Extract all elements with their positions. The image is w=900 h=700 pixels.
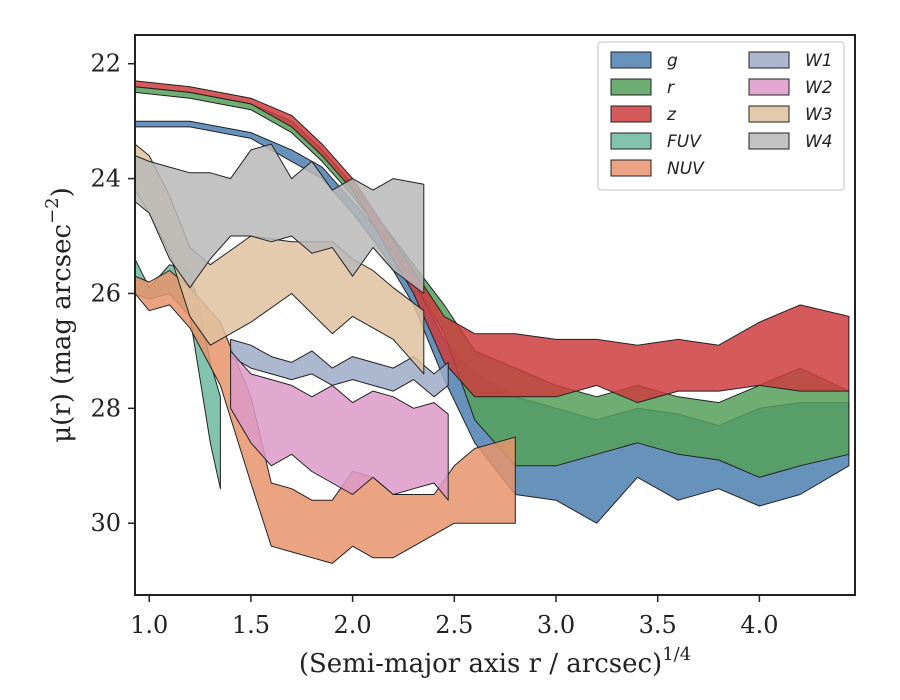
legend: grz FUV NUV W1 W2 W3 W4: [597, 41, 845, 191]
band-W2: [230, 350, 449, 501]
y-axis-title-close: ): [47, 187, 77, 197]
y-tick-label: 22: [90, 50, 121, 78]
legend-swatch-r: [610, 78, 652, 96]
band-W3: [135, 143, 425, 375]
legend-swatch-W1: [748, 51, 790, 69]
y-axis-title-main: μ(r) (mag arcsec: [47, 224, 77, 443]
legend-label-W4: W4: [805, 132, 833, 152]
x-tick-label: 1.0: [130, 611, 168, 639]
legend-label-W2: W2: [805, 78, 833, 98]
legend-swatch-W3: [748, 105, 790, 123]
legend-label-NUV: NUV: [667, 159, 705, 179]
legend-swatch-W4: [748, 132, 790, 150]
legend-label-FUV: FUV: [667, 132, 702, 152]
x-tick-label: 1.5: [232, 611, 270, 639]
x-axis-title-main: (Semi-major axis r / arcsec): [299, 649, 662, 679]
y-tick-label: 28: [90, 394, 121, 422]
x-tick-label: 3.0: [537, 611, 575, 639]
x-axis-title: (Semi-major axis r / arcsec)1/4: [299, 644, 691, 679]
series-bands: [135, 80, 850, 564]
legend-label-g: g: [667, 51, 678, 71]
legend-swatch-W2: [748, 78, 790, 96]
legend-label-r: r: [667, 78, 675, 98]
x-tick-label: 2.0: [334, 611, 372, 639]
legend-swatch-g: [610, 51, 652, 69]
x-axis-title-exponent: 1/4: [662, 644, 691, 665]
x-tick-label: 4.0: [740, 611, 778, 639]
legend-label-W1: W1: [805, 51, 833, 71]
y-tick-label: 24: [90, 165, 121, 193]
legend-swatch-NUV: [610, 159, 652, 177]
y-axis: 22 24 26 28 30: [90, 50, 135, 537]
y-axis-title-exponent: −2: [42, 197, 63, 224]
x-tick-label: 3.5: [639, 611, 677, 639]
band-NUV: [135, 270, 516, 564]
band-W1: [230, 338, 449, 398]
x-axis: 1.0 1.5 2.0 2.5 3.0 3.5 4.0: [130, 595, 778, 639]
y-tick-label: 26: [90, 279, 121, 307]
y-axis-title: μ(r) (mag arcsec−2): [42, 187, 77, 443]
legend-label-z: z: [666, 105, 677, 125]
legend-swatch-FUV: [610, 132, 652, 150]
plot-area: [135, 80, 850, 564]
y-tick-label: 30: [90, 509, 121, 537]
legend-swatch-z: [610, 105, 652, 123]
band-W4: [135, 143, 425, 294]
legend-label-W3: W3: [805, 105, 833, 125]
plot-frame: [134, 34, 856, 596]
x-tick-label: 2.5: [435, 611, 473, 639]
